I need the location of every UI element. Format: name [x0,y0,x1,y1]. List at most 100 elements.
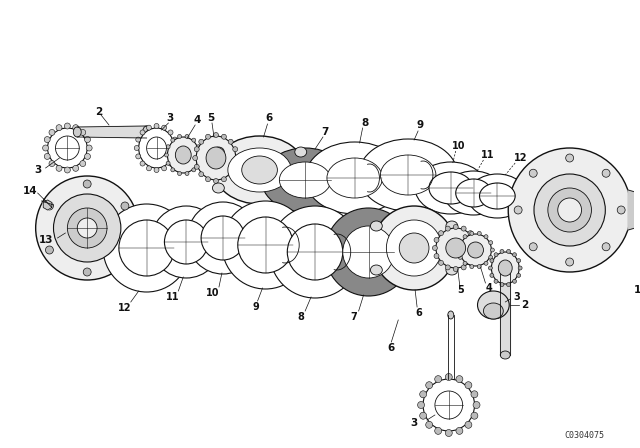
Ellipse shape [445,374,452,380]
Ellipse shape [162,166,166,171]
Ellipse shape [140,130,145,135]
Ellipse shape [468,231,473,236]
Ellipse shape [221,177,227,182]
Text: 12: 12 [118,303,132,313]
Ellipse shape [420,391,427,398]
Ellipse shape [461,265,466,270]
Ellipse shape [358,139,458,211]
Ellipse shape [438,260,444,265]
Ellipse shape [438,231,444,236]
Ellipse shape [325,208,412,296]
Circle shape [566,154,573,162]
Ellipse shape [513,253,516,257]
Ellipse shape [468,260,473,265]
Ellipse shape [154,168,159,172]
Ellipse shape [484,235,488,239]
Text: 10: 10 [452,141,465,151]
Ellipse shape [228,139,233,144]
Ellipse shape [166,161,170,165]
Ellipse shape [534,174,605,246]
Ellipse shape [172,154,177,159]
Ellipse shape [44,137,50,142]
Ellipse shape [434,254,439,258]
Ellipse shape [269,206,360,298]
Ellipse shape [47,128,87,168]
Text: 9: 9 [252,302,259,312]
Ellipse shape [380,155,436,195]
Ellipse shape [343,226,394,278]
Text: 2: 2 [95,107,102,117]
Ellipse shape [483,303,503,319]
Ellipse shape [80,160,86,167]
Ellipse shape [212,147,225,157]
Ellipse shape [65,167,70,173]
Ellipse shape [465,382,472,389]
Circle shape [566,258,573,266]
Ellipse shape [234,155,239,160]
Ellipse shape [221,134,227,139]
Circle shape [45,246,53,254]
Ellipse shape [458,241,462,245]
Ellipse shape [233,146,237,152]
Ellipse shape [205,134,211,139]
Ellipse shape [490,248,494,252]
Circle shape [529,243,537,251]
Ellipse shape [444,171,503,215]
Ellipse shape [188,202,259,274]
Ellipse shape [73,165,79,171]
Ellipse shape [500,283,504,287]
Text: C0304075: C0304075 [564,431,605,439]
Ellipse shape [196,145,200,149]
Ellipse shape [327,158,383,198]
Ellipse shape [518,266,522,270]
Ellipse shape [477,265,481,268]
Text: 6: 6 [266,113,273,123]
Ellipse shape [84,137,90,142]
Ellipse shape [80,129,86,135]
Ellipse shape [171,138,175,142]
Ellipse shape [434,237,439,242]
Ellipse shape [67,208,107,248]
Text: 7: 7 [321,127,328,137]
Ellipse shape [147,166,152,171]
Ellipse shape [494,279,498,283]
Ellipse shape [171,168,175,172]
Ellipse shape [49,129,55,135]
Text: 7: 7 [350,312,357,322]
Ellipse shape [453,267,458,271]
Polygon shape [628,190,635,230]
Ellipse shape [458,255,462,259]
Circle shape [121,246,129,254]
Ellipse shape [479,183,515,209]
Ellipse shape [468,242,483,258]
Ellipse shape [548,188,591,232]
Ellipse shape [473,401,480,409]
Ellipse shape [205,177,211,182]
Ellipse shape [166,145,170,149]
Ellipse shape [238,217,293,273]
Text: 8: 8 [361,118,368,128]
Ellipse shape [446,265,458,275]
Ellipse shape [56,165,62,171]
Ellipse shape [214,136,305,204]
Ellipse shape [164,220,208,264]
Ellipse shape [154,124,159,129]
Ellipse shape [490,258,494,263]
Circle shape [83,268,91,276]
Ellipse shape [73,125,79,131]
Ellipse shape [372,206,456,290]
Ellipse shape [199,172,204,177]
Polygon shape [500,265,510,355]
Text: 5: 5 [207,113,214,123]
Ellipse shape [56,125,62,131]
Ellipse shape [470,232,474,236]
Text: 3: 3 [34,165,41,175]
Ellipse shape [262,148,349,212]
Ellipse shape [162,125,166,130]
Ellipse shape [193,155,198,160]
Ellipse shape [420,412,427,419]
Ellipse shape [415,162,486,214]
Ellipse shape [242,156,277,184]
Ellipse shape [84,153,90,159]
Ellipse shape [233,164,237,169]
